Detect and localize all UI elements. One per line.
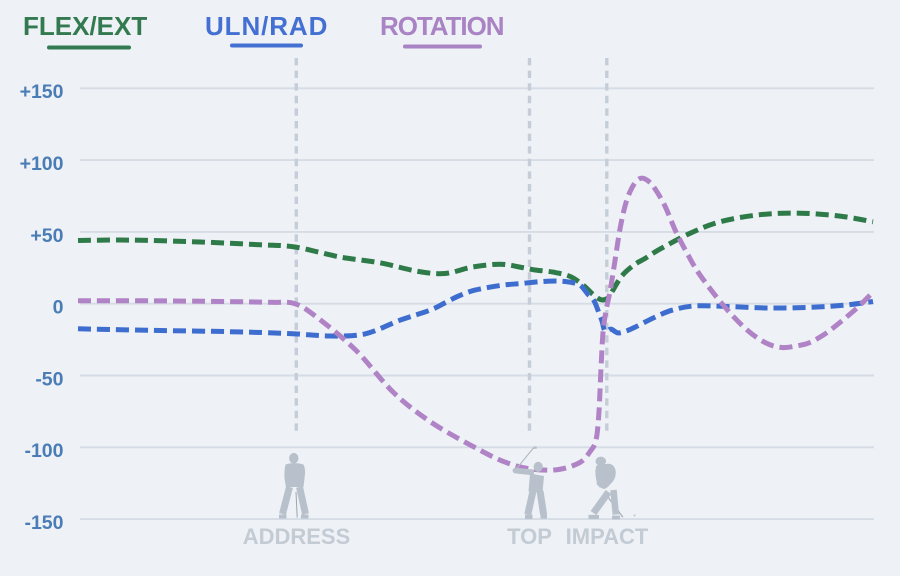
- svg-text:ADDRESS: ADDRESS: [243, 524, 351, 549]
- svg-text:-100: -100: [24, 440, 63, 462]
- svg-text:+50: +50: [30, 225, 63, 247]
- svg-text:-150: -150: [24, 512, 63, 534]
- svg-text:+150: +150: [20, 81, 64, 103]
- svg-text:-50: -50: [35, 368, 63, 390]
- svg-text:IMPACT: IMPACT: [566, 524, 649, 549]
- svg-text:TOP: TOP: [507, 524, 552, 549]
- svg-text:0: 0: [53, 297, 64, 319]
- svg-text:FLEX/EXT: FLEX/EXT: [23, 11, 147, 41]
- svg-text:ULN/RAD: ULN/RAD: [205, 11, 328, 41]
- svg-text:ROTATION: ROTATION: [380, 11, 504, 41]
- svg-text:+100: +100: [20, 153, 64, 175]
